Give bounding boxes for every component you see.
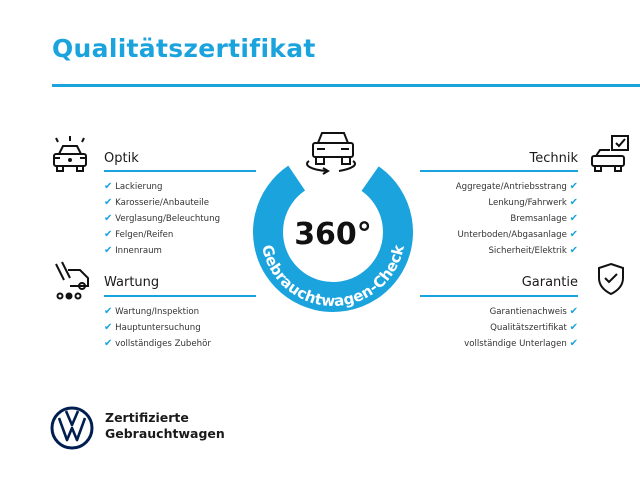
list-item: ✔ Karosserie/Anbauteile [104,197,210,208]
shield-check-icon [598,262,624,296]
check-icon: ✔ [104,322,113,333]
check-icon: ✔ [104,213,113,224]
list-item: ✔ Verglasung/Beleuchtung [104,213,221,224]
section-title-optik: Optik [104,151,139,166]
divider [420,170,578,172]
divider [420,295,578,297]
optik-list: ✔ Lackierung ✔ Karosserie/Anbauteile ✔ V… [104,179,220,259]
list-item: Unterboden/Abgasanlage ✔ [457,229,579,240]
check-icon: ✔ [104,229,113,240]
check-icon: ✔ [569,338,578,349]
ring [253,152,413,312]
check-icon: ✔ [569,213,578,224]
list-item: Sicherheit/Elektrik ✔ [488,245,578,256]
service-van-icon [55,261,89,300]
car-rotate-icon [306,132,357,175]
technik-list: Aggregate/Antriebsstrang ✔ Lenkung/Fahrw… [456,179,578,259]
certified-label: Zertifizierte Gebrauchtwagen [105,410,225,441]
list-item: Lenkung/Fahrwerk ✔ [488,197,578,208]
list-item: ✔ Hauptuntersuchung [104,322,201,333]
list-item: ✔ Wartung/Inspektion [104,306,200,317]
wartung-list: ✔ Wartung/Inspektion ✔ Hauptuntersuchung… [104,304,211,352]
list-item: ✔ Lackierung [104,181,163,192]
divider [52,84,640,87]
check-icon: ✔ [104,181,113,192]
car-lights-icon [53,136,87,172]
list-item: vollständige Unterlagen ✔ [464,338,578,349]
divider [104,170,256,172]
section-title-technik: Technik [529,151,579,166]
list-item: ✔ vollständiges Zubehör [104,338,211,349]
check-icon: ✔ [569,197,578,208]
divider [104,295,256,297]
check-icon: ✔ [104,245,113,256]
page-title: Qualitätszertifikat [52,34,316,63]
list-item: Garantienachweis ✔ [489,306,578,317]
vw-logo [50,406,94,450]
list-item: ✔ Innenraum [104,245,162,256]
check-icon: ✔ [104,338,113,349]
360-check-badge: Gebrauchtwagen-Check 360° [253,132,413,312]
check-icon: ✔ [104,306,113,317]
list-item: Qualitätszertifikat ✔ [490,322,578,333]
check-icon: ✔ [104,197,113,208]
check-icon: ✔ [569,181,578,192]
check-icon: ✔ [569,245,578,256]
list-item: Aggregate/Antriebsstrang ✔ [455,181,578,192]
list-item: Bremsanlage ✔ [510,213,578,224]
center-label: 360° [294,217,372,252]
garantie-list: Garantienachweis ✔ Qualitätszertifikat ✔… [464,304,578,352]
section-title-garantie: Garantie [521,275,578,290]
check-icon: ✔ [569,306,578,317]
section-title-wartung: Wartung [104,275,160,290]
list-item: ✔ Felgen/Reifen [104,229,174,240]
check-icon: ✔ [569,322,578,333]
check-icon: ✔ [569,229,578,240]
car-check-icon [591,135,629,172]
